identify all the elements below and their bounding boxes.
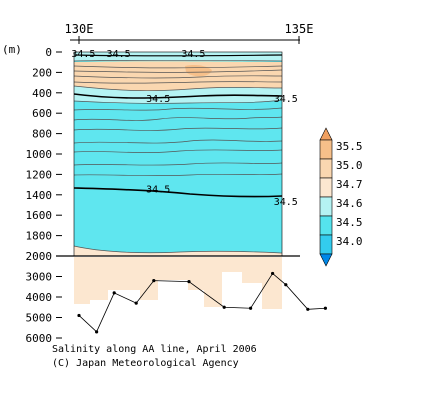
y-tick-label: 1200 (26, 168, 53, 181)
bottom-depth-point (222, 305, 226, 309)
y-axis-ticks: 0 200 400 600 800 1000 1200 1400 1600 1800 2000 300… (26, 46, 62, 345)
colorbar-level-label: 34.6 (336, 197, 363, 210)
caption-credit: (C) Japan Meteorological Agency (52, 358, 239, 369)
y-tick-label: 1000 (26, 148, 53, 161)
bottom-depth-point (152, 279, 156, 283)
colorbar-segment (319, 177, 333, 198)
thin-contours (74, 59, 282, 254)
contour-label: 34.5 (107, 49, 131, 60)
bottom-depth-point (95, 330, 99, 334)
bottom-depth-line (78, 272, 326, 333)
contour-label: 34.5 (71, 49, 95, 60)
y-tick-label: 6000 (26, 332, 53, 345)
colorbar-segment (319, 234, 333, 255)
y-tick-label: 1400 (26, 189, 53, 202)
colorbar-segment (319, 158, 333, 179)
bottom-depth-point (284, 283, 288, 287)
lon-label-135e: 135E (285, 22, 314, 36)
colorbar-level-label: 34.5 (336, 216, 363, 229)
bottom-depth-point (134, 301, 138, 305)
colorbar-bottom-arrow (319, 253, 333, 267)
colorbar-level-label: 35.5 (336, 140, 363, 153)
upper-panel (74, 52, 282, 256)
bottom-depth-point (112, 291, 116, 295)
bottom-depth-point (323, 306, 327, 310)
bottom-depth-point (306, 307, 310, 311)
surface-contour (74, 54, 282, 57)
colorbar-segment (319, 215, 333, 236)
bottom-depth-point (77, 313, 81, 318)
y-tick-label: 600 (32, 107, 52, 120)
contour-label: 34.5 (274, 197, 298, 208)
colorbar-level-label: 35.0 (336, 159, 363, 172)
y-tick-label: 5000 (26, 312, 53, 325)
bathymetry-fill (74, 257, 282, 309)
bottom-depth-points (77, 271, 327, 334)
contour-labels: 34.5 34.5 34.5 34.5 34.5 34.5 34.5 (71, 49, 298, 208)
contour-label: 34.5 (181, 49, 205, 60)
y-tick-label: 1800 (26, 230, 53, 243)
caption-title: Salinity along AA line, April 2006 (52, 344, 257, 355)
y-tick-label: 400 (32, 87, 52, 100)
y-tick-label: 2000 (26, 250, 53, 263)
y-tick-label: 0 (45, 46, 52, 59)
y-unit-label: (m) (2, 43, 22, 56)
y-tick-label: 800 (32, 128, 52, 141)
y-tick-label: 1600 (26, 209, 53, 222)
colorbar: 35.5 35.0 34.7 34.6 34.5 34.0 (319, 127, 363, 267)
colorbar-top-arrow (319, 127, 333, 141)
lon-label-130e: 130E (65, 22, 94, 36)
contour-label: 34.5 (146, 94, 170, 105)
y-tick-label: 200 (32, 66, 52, 79)
colorbar-level-label: 34.7 (336, 178, 363, 191)
bottom-depth-point (249, 306, 253, 310)
contour-label: 34.5 (146, 185, 170, 196)
colorbar-segment (319, 139, 333, 160)
contour-label: 34.5 (274, 94, 298, 105)
bold-contours-34-5 (74, 93, 282, 198)
lower-panel (74, 257, 327, 334)
mid-cyan-band (74, 94, 282, 255)
bottom-depth-point (271, 271, 275, 276)
bottom-depth-point (187, 280, 191, 284)
bottom-salty-sliver (74, 246, 282, 256)
surface-cyan-band (74, 52, 282, 61)
colorbar-level-label: 34.0 (336, 235, 363, 248)
colorbar-segment (319, 196, 333, 217)
y-tick-label: 4000 (26, 291, 53, 304)
y-tick-label: 3000 (26, 271, 53, 284)
